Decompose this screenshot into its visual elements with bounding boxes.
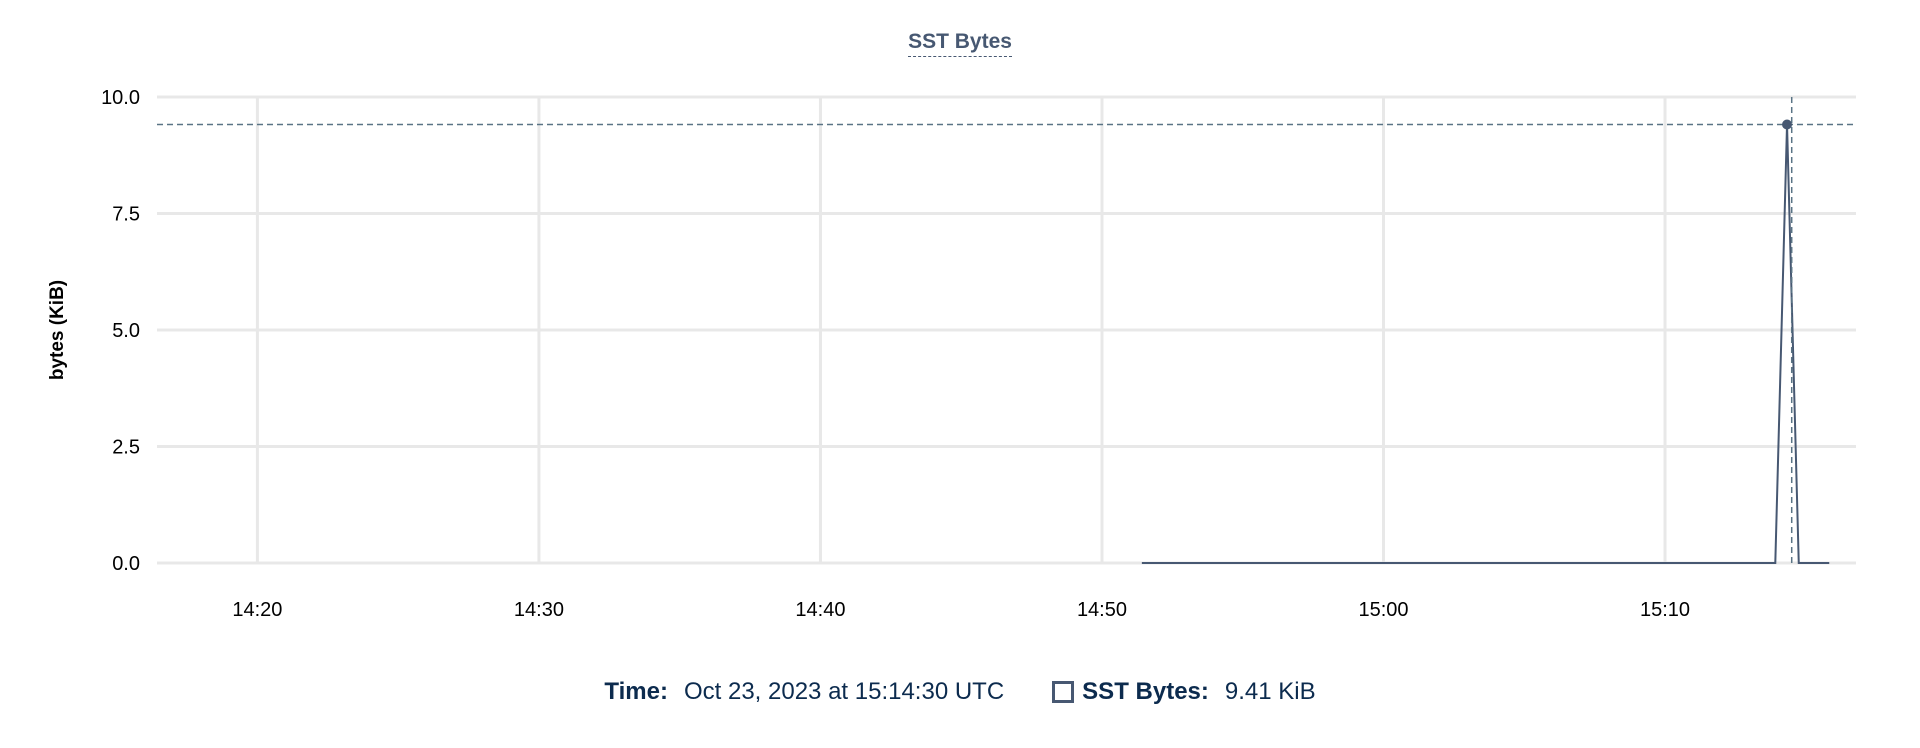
x-tick-label: 14:50 (1077, 599, 1127, 621)
x-tick-label: 14:30 (514, 599, 564, 621)
y-tick-label: 0.0 (112, 553, 140, 575)
x-tick-label: 15:10 (1640, 599, 1690, 621)
y-tick-label: 2.5 (112, 437, 140, 459)
series-swatch-icon[interactable] (1052, 681, 1075, 703)
hover-legend: Time: Oct 23, 2023 at 15:14:30 UTC SST B… (0, 678, 1920, 706)
y-tick-label: 5.0 (112, 320, 140, 342)
chart-title[interactable]: SST Bytes (0, 30, 1920, 57)
y-tick-label: 10.0 (101, 87, 140, 109)
time-value: Oct 23, 2023 at 15:14:30 UTC (683, 678, 1005, 705)
time-label: Time: (604, 678, 668, 705)
line-chart[interactable]: 0.0 2.5 5.0 7.5 10.0 14:20 14:30 14:40 14:50 15:0… (0, 0, 1920, 660)
series-line (1141, 124, 1830, 564)
y-tick-label: 7.5 (112, 204, 140, 226)
series-label: SST Bytes: (1082, 678, 1209, 705)
x-tick-label: 15:00 (1358, 599, 1408, 621)
series-value: 9.41 KiB (1224, 678, 1316, 705)
chart-title-text[interactable]: SST Bytes (908, 30, 1012, 57)
x-tick-label: 14:20 (232, 599, 282, 621)
hover-point (1782, 119, 1793, 130)
x-tick-label: 14:40 (795, 599, 845, 621)
